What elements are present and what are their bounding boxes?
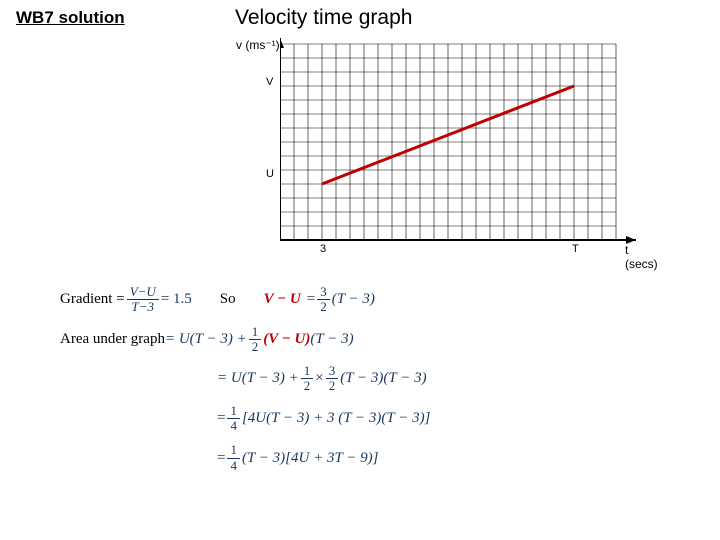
- eq-line-5: = 1 4 (T − 3)[4U + 3T − 9)]: [60, 443, 430, 473]
- graph-svg: [280, 38, 640, 258]
- so-label: So: [220, 291, 236, 308]
- page-title: Velocity time graph: [235, 6, 412, 30]
- frac-1-2-b: 1 2: [301, 364, 314, 394]
- frac-1-4-a: 1 4: [227, 404, 240, 434]
- gradient-label: Gradient =: [60, 291, 125, 308]
- VU-red: V − U: [264, 291, 301, 308]
- y-tick-U: U: [266, 168, 274, 180]
- frac-3-2: 3 2: [317, 285, 330, 315]
- eq-line-3: = U(T − 3) + 1 2 × 3 2 (T − 3)(T − 3): [60, 364, 430, 394]
- velocity-time-graph: v (ms⁻¹) V U 3 T t (secs): [280, 38, 640, 263]
- eq-1-rhs: = 1.5: [161, 291, 192, 308]
- x-tick-3: 3: [320, 243, 326, 255]
- frac-VU-over-T3: V−U T−3: [127, 285, 159, 315]
- eq-line-2: Area under graph = U(T − 3) + 1 2 (V − U…: [60, 325, 430, 355]
- x-axis-label: t (secs): [625, 243, 658, 271]
- y-axis-label: v (ms⁻¹): [236, 38, 280, 52]
- frac-1-2-a: 1 2: [249, 325, 262, 355]
- y-tick-V: V: [266, 76, 273, 88]
- wb7-solution-heading: WB7 solution: [16, 8, 125, 28]
- eq-line-4: = 1 4 [4U(T − 3) + 3 (T − 3)(T − 3)]: [60, 404, 430, 434]
- frac-1-4-b: 1 4: [227, 443, 240, 473]
- x-tick-T: T: [572, 243, 579, 255]
- area-label: Area under graph: [60, 331, 165, 348]
- equations-block: Gradient = V−U T−3 = 1.5 So V − U = 3 2 …: [60, 285, 430, 483]
- frac-3-2-b: 3 2: [326, 364, 339, 394]
- eq-line-1: Gradient = V−U T−3 = 1.5 So V − U = 3 2 …: [60, 285, 430, 315]
- VU-red-2: (V − U): [263, 331, 310, 348]
